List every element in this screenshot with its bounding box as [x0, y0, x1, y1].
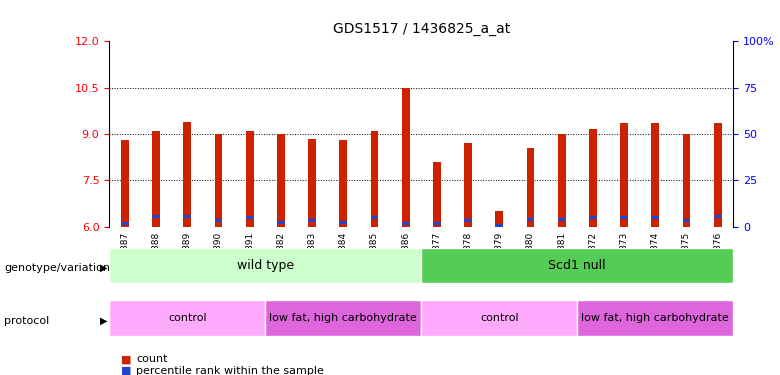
Text: ▶: ▶	[100, 316, 108, 326]
Text: ■: ■	[121, 366, 131, 375]
Bar	[246, 216, 254, 219]
Text: ▶: ▶	[100, 263, 108, 273]
Bar	[339, 220, 347, 224]
Bar	[714, 214, 722, 217]
Text: ■: ■	[121, 354, 131, 364]
Bar	[495, 211, 503, 227]
Bar	[246, 131, 254, 227]
Bar	[402, 222, 410, 225]
Bar	[620, 216, 628, 219]
Bar	[277, 220, 285, 224]
Bar	[526, 217, 534, 220]
Bar	[265, 300, 421, 336]
Bar	[526, 148, 534, 227]
Text: low fat, high carbohydrate: low fat, high carbohydrate	[581, 313, 729, 323]
Bar	[308, 139, 316, 227]
Bar	[651, 216, 659, 219]
Bar	[433, 162, 441, 227]
Bar	[183, 214, 191, 217]
Text: wild type: wild type	[236, 259, 294, 272]
Text: low fat, high carbohydrate: low fat, high carbohydrate	[269, 313, 417, 323]
Bar	[215, 219, 222, 222]
Bar	[121, 140, 129, 227]
Bar	[464, 143, 472, 227]
Text: genotype/variation: genotype/variation	[4, 263, 110, 273]
Bar	[589, 216, 597, 219]
Bar	[109, 300, 265, 336]
Text: control: control	[168, 313, 207, 323]
Bar	[339, 140, 347, 227]
Bar	[308, 219, 316, 222]
Bar	[121, 222, 129, 225]
Bar	[651, 123, 659, 227]
Bar	[421, 300, 577, 336]
Text: percentile rank within the sample: percentile rank within the sample	[136, 366, 324, 375]
Bar	[402, 88, 410, 227]
Text: count: count	[136, 354, 168, 364]
Bar	[682, 219, 690, 222]
Text: Scd1 null: Scd1 null	[548, 259, 606, 272]
Bar	[215, 134, 222, 227]
Bar	[183, 122, 191, 227]
Bar	[558, 217, 565, 220]
Text: control: control	[480, 313, 519, 323]
Bar	[370, 216, 378, 219]
Text: protocol: protocol	[4, 316, 49, 326]
Bar	[109, 248, 421, 283]
Bar	[370, 131, 378, 227]
Bar	[152, 131, 160, 227]
Bar	[714, 123, 722, 227]
Bar	[433, 222, 441, 225]
Bar	[421, 248, 733, 283]
Bar	[495, 224, 503, 227]
Bar	[577, 300, 733, 336]
Bar	[464, 219, 472, 222]
Bar	[558, 134, 565, 227]
Bar	[682, 134, 690, 227]
Bar	[277, 134, 285, 227]
Bar	[152, 214, 160, 217]
Bar	[589, 129, 597, 227]
Bar	[620, 123, 628, 227]
Title: GDS1517 / 1436825_a_at: GDS1517 / 1436825_a_at	[332, 22, 510, 36]
